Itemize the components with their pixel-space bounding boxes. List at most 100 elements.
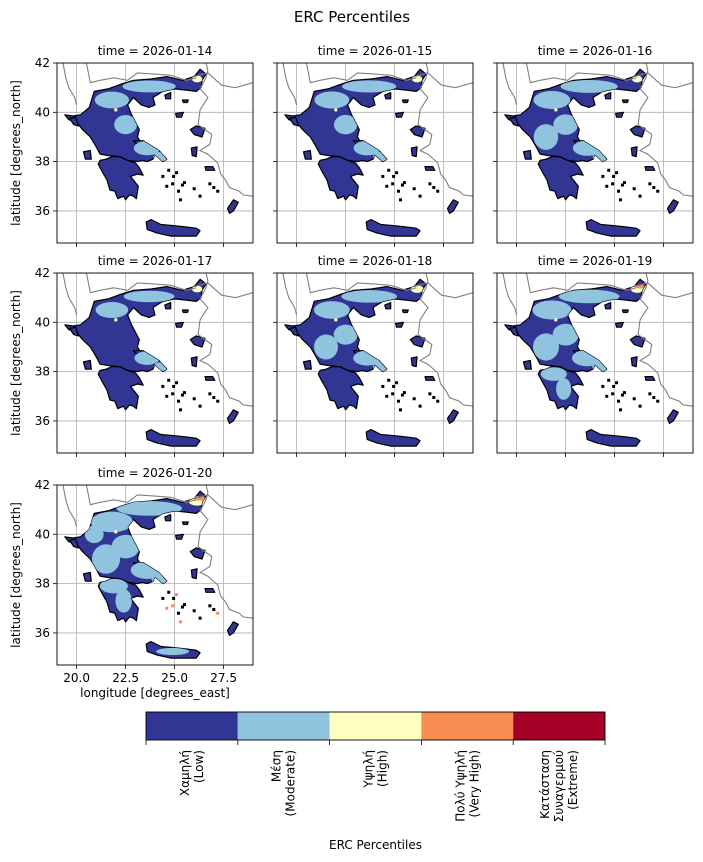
region-low [537,156,584,201]
small-island [180,183,184,187]
region-low [189,125,206,138]
panel-frame [276,62,474,244]
country-border [634,72,693,89]
land-area [64,68,239,237]
region-low [190,356,198,368]
small-island [615,381,619,385]
colorbar-class-label: Μέση (Moderate) [270,750,298,816]
small-island [611,182,615,186]
small-island [172,384,176,388]
x-tick-label: 27.5 [210,671,237,685]
small-island [400,183,404,187]
country-border [62,273,78,316]
small-island [398,408,402,412]
small-island [182,603,186,607]
y-tick-label: 40 [35,527,50,541]
region-low [424,166,436,171]
small-island [620,183,624,187]
small-island [216,189,220,193]
panels: time = 2026-01-14 36 38 40 42 latitude [degre… [9,44,694,700]
colorbar-segment [329,712,422,740]
region-low [585,429,641,447]
region-low [604,302,612,310]
region-low [189,547,206,560]
region-moderate [333,324,358,345]
small-island [381,174,385,178]
region-low [145,219,201,237]
colorbar: Χαμηλή (Low) Μέση (Moderate) Υψηλή (High) Πολύ… [145,711,606,852]
region-moderate [560,80,618,93]
small-island [397,189,401,193]
small-island [392,384,396,388]
small-island [175,593,179,597]
country-border [282,273,298,316]
region-moderate [94,91,129,109]
small-island [652,396,656,400]
small-island [212,186,216,190]
country-border [85,63,197,84]
x-tick-label: 20.0 [63,671,90,685]
small-patch [554,318,558,322]
country-border [305,63,417,84]
small-island [638,404,642,408]
small-island [656,189,660,193]
country-border [62,63,78,106]
region-low [446,199,459,214]
y-tick-label: 38 [35,577,50,591]
small-island [161,384,165,388]
region-low [145,429,201,447]
colorbar-class-line: Κατάσταση [538,750,552,819]
region-low [424,376,436,381]
region-moderate [313,301,350,319]
colorbar-class-line: (Low) [192,750,206,783]
small-island [161,596,165,600]
region-low [614,321,625,328]
region-low [97,366,144,411]
region-moderate [314,334,338,360]
country-border [637,273,693,407]
region-low [175,111,184,118]
small-island [198,194,202,198]
colorbar-class-line: (Extreme) [566,750,580,810]
region-low [226,409,239,424]
small-island [212,608,216,612]
x-axis-label: longitude [degrees_east] [80,686,230,700]
y-tick-label: 36 [35,204,50,218]
x-tick-label: 25.0 [161,671,188,685]
country-border [502,63,518,106]
small-island [180,605,184,609]
region-moderate [90,511,133,533]
region-low [69,326,80,337]
region-low [204,166,216,171]
colorbar-segment [513,712,605,740]
region-low [630,356,638,368]
small-island [192,187,196,191]
panel-frame [56,272,254,454]
region-low [365,429,421,447]
region-low [181,521,189,526]
region-low [82,359,92,370]
small-island [428,182,432,186]
country-border [197,273,253,407]
region-low [666,199,679,214]
region-high [411,75,423,83]
small-patch [520,343,524,347]
region-low [226,199,239,214]
colorbar-label: ERC Percentiles [329,838,422,852]
region-low [522,359,532,370]
region-low [302,149,312,160]
region-low [164,91,172,100]
small-island [167,590,171,594]
small-island [622,391,626,395]
small-patch [80,555,84,559]
country-border [194,72,253,89]
region-moderate [556,377,572,400]
y-tick-label: 38 [35,155,50,169]
small-island [387,378,391,382]
small-island [165,606,169,610]
region-low [621,99,629,104]
region-low [621,309,629,314]
small-island [618,408,622,412]
small-island [175,381,179,385]
colorbar-segment [237,712,330,740]
